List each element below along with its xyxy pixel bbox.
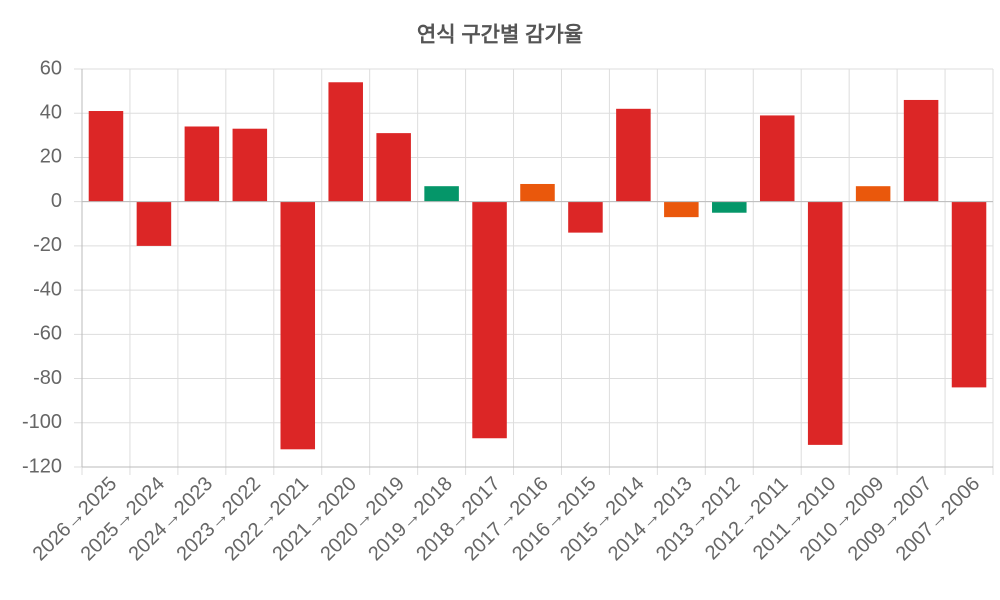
bar (568, 201, 603, 233)
bar (424, 186, 459, 202)
bar (616, 108, 651, 202)
y-tick-label: -80 (33, 367, 62, 389)
bar (664, 201, 699, 218)
bar (903, 99, 939, 202)
bar (88, 111, 124, 202)
bar (472, 201, 507, 439)
bar (376, 133, 411, 202)
y-tick-label: 0 (51, 190, 62, 212)
bar (328, 82, 363, 202)
bar (807, 201, 843, 445)
y-tick-label: -40 (33, 278, 62, 300)
bar (232, 128, 268, 202)
y-tick-label: 60 (40, 57, 62, 79)
y-tick-label: -60 (33, 323, 62, 345)
bar (759, 115, 795, 202)
bar (520, 183, 555, 202)
bar (951, 201, 987, 388)
y-tick-label: 40 (40, 102, 62, 124)
bar (280, 201, 316, 450)
y-tick-label: -120 (22, 455, 62, 477)
y-tick-label: 20 (40, 146, 62, 168)
bar (184, 126, 220, 202)
y-tick-label: -20 (33, 234, 62, 256)
bar (855, 186, 891, 202)
y-tick-label: -100 (22, 411, 62, 433)
bar (136, 201, 172, 246)
chart-title: 연식 구간별 감가율 (417, 24, 583, 47)
bar (712, 201, 747, 213)
